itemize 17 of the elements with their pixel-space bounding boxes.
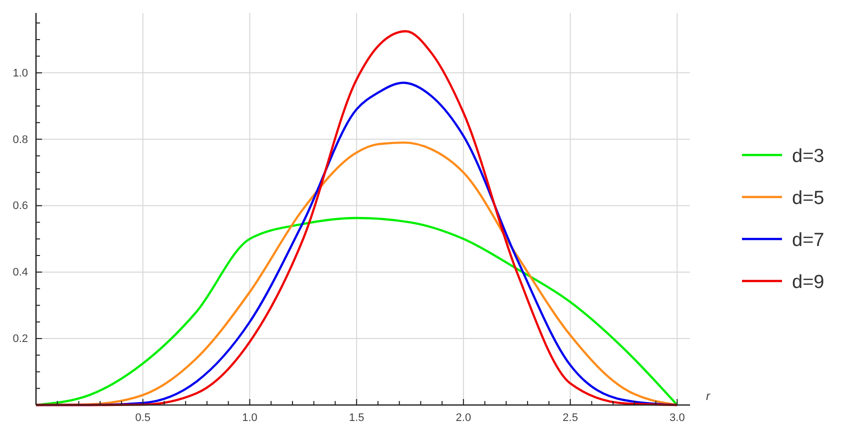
- line-series: [34, 216, 678, 406]
- legend-label: d=5: [792, 188, 824, 209]
- y-tick-label: 0.2: [12, 333, 28, 346]
- legend-label: d=3: [792, 146, 824, 167]
- y-tick-label: 0.4: [12, 266, 28, 279]
- legend-label: d=7: [792, 230, 824, 251]
- legend-label: d=9: [792, 272, 824, 293]
- y-tick-label: 0.8: [12, 134, 28, 146]
- x-tick-label: 1.0: [242, 412, 258, 424]
- x-axis-title: r: [706, 389, 711, 403]
- x-tick-label: 0.5: [135, 412, 151, 424]
- x-tick-label: 2.0: [456, 412, 472, 424]
- x-tick-label: 2.5: [562, 412, 578, 424]
- y-tick-label: 1.0: [12, 67, 28, 80]
- x-tick-label: 1.5: [348, 412, 364, 424]
- y-tick-label: 0.6: [12, 200, 28, 212]
- x-tick-label: 3.0: [670, 412, 685, 424]
